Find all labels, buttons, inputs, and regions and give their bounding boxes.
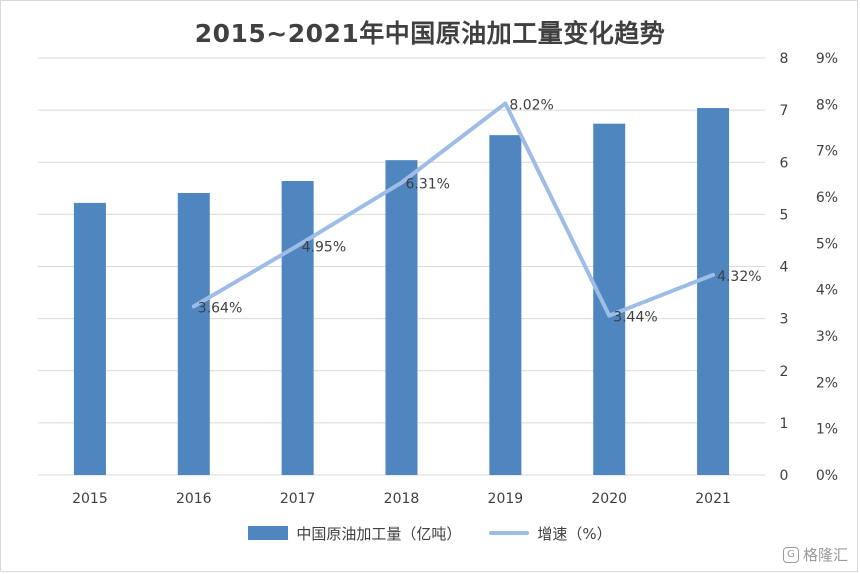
left-y-axis: 0 1 2 3 4 5 6 7 8 xyxy=(780,51,789,484)
right-y-tick-8: 8% xyxy=(816,97,838,113)
bar-2019 xyxy=(489,135,522,475)
x-tick-label-2019: 2019 xyxy=(488,491,524,507)
watermark-text: 格隆汇 xyxy=(802,546,848,564)
x-tick-label-2015: 2015 xyxy=(72,491,108,507)
left-y-tick-6: 6 xyxy=(780,155,789,171)
right-y-tick-7: 7% xyxy=(816,144,838,160)
right-y-tick-4: 4% xyxy=(816,283,838,299)
data-label-2020: 3.44% xyxy=(613,310,657,326)
data-label-2018: 6.31% xyxy=(406,177,450,193)
x-tick-label-2020: 2020 xyxy=(591,491,627,507)
bar-2016 xyxy=(177,193,210,475)
data-label-2017: 4.95% xyxy=(302,240,346,256)
x-axis: 2015 2016 2017 2018 2019 2020 2021 xyxy=(72,491,731,507)
legend-item-line[interactable]: 增速（%） xyxy=(489,523,612,544)
right-y-tick-3: 3% xyxy=(816,329,838,345)
bar-2020 xyxy=(593,123,626,476)
x-tick-label-2018: 2018 xyxy=(384,491,420,507)
legend: 中国原油加工量（亿吨） 增速（%） xyxy=(0,521,860,545)
left-y-tick-4: 4 xyxy=(780,260,789,276)
legend-item-bar[interactable]: 中国原油加工量（亿吨） xyxy=(248,523,461,544)
left-y-tick-3: 3 xyxy=(780,312,789,328)
right-y-tick-6: 6% xyxy=(816,190,838,206)
x-tick-label-2017: 2017 xyxy=(280,491,316,507)
watermark: G 格隆汇 xyxy=(782,544,848,565)
legend-line-swatch xyxy=(489,531,530,535)
left-y-tick-2: 2 xyxy=(780,364,789,380)
right-y-tick-1: 1% xyxy=(816,422,838,438)
right-y-tick-9: 9% xyxy=(816,51,838,67)
bar-2015 xyxy=(73,202,106,475)
right-y-tick-5: 5% xyxy=(816,236,838,252)
line-series xyxy=(191,101,716,318)
right-y-tick-0: 0% xyxy=(816,468,838,484)
left-y-tick-1: 1 xyxy=(780,416,789,432)
legend-bar-label: 中国原油加工量（亿吨） xyxy=(296,524,462,543)
data-label-2021: 4.32% xyxy=(717,269,761,285)
chart-title: 2015~2021年中国原油加工量变化趋势 xyxy=(194,19,666,48)
right-y-tick-2: 2% xyxy=(816,375,838,391)
x-tick-label-2021: 2021 xyxy=(695,491,731,507)
bar-2021 xyxy=(697,108,730,475)
bar-2018 xyxy=(385,160,418,476)
growth-rate-line xyxy=(191,101,716,318)
data-labels: 3.64% 4.95% 6.31% 8.02% 3.44% 4.32% xyxy=(198,97,762,325)
data-label-2019: 8.02% xyxy=(509,97,553,113)
right-y-axis: 0% 1% 2% 3% 4% 5% 6% 7% 8% 9% xyxy=(816,51,838,484)
left-y-tick-5: 5 xyxy=(780,207,789,223)
data-label-2016: 3.64% xyxy=(198,300,242,316)
x-tick-label-2016: 2016 xyxy=(176,491,212,507)
bar-2017 xyxy=(281,181,314,475)
bar-series xyxy=(73,108,730,476)
gelonghui-logo-icon: G xyxy=(782,546,799,563)
left-y-tick-7: 7 xyxy=(780,103,789,119)
left-y-tick-8: 8 xyxy=(780,51,789,67)
legend-bar-swatch xyxy=(248,526,289,540)
legend-line-label: 增速（%） xyxy=(537,524,612,543)
left-y-tick-0: 0 xyxy=(780,468,789,484)
